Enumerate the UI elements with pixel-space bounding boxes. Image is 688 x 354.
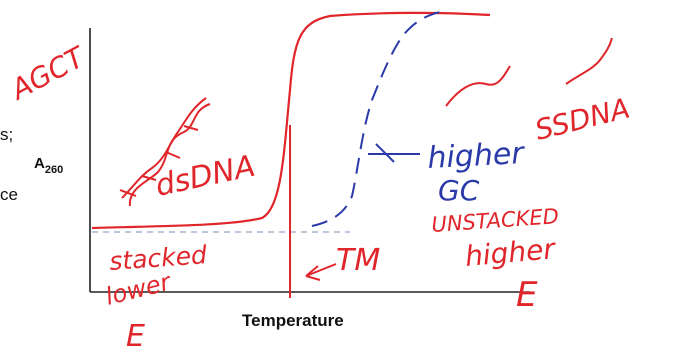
annotation-higher-gc-line2: GC: [438, 174, 480, 207]
y-axis-label: A260: [34, 155, 63, 176]
annotation-lower-energy: E: [126, 319, 145, 354]
ssdna-squiggle-1: [445, 65, 511, 107]
tm-arrow: [305, 263, 337, 277]
edge-text-fragment-2: ce: [0, 185, 18, 204]
ssdna-squiggle-2: [565, 37, 613, 85]
dsdna-helix-sketch: [119, 97, 211, 207]
annotation-ssdna: SSDNA: [532, 91, 633, 146]
blue-gc-curve: [311, 11, 441, 227]
gc-pointer: [368, 143, 420, 163]
annotation-unstacked: UNSTACKED: [431, 204, 560, 237]
annotation-agct: AGCT: [4, 40, 91, 107]
annotation-dsdna: dsDNA: [152, 149, 258, 204]
annotation-stacked: stacked: [108, 240, 208, 276]
annotation-tm: TM: [336, 243, 380, 278]
annotation-higher-gc-line1: higher: [427, 136, 527, 176]
tm-arrowhead: [305, 265, 321, 281]
x-axis-label: Temperature: [242, 311, 344, 330]
red-melting-curve: [91, 11, 491, 230]
annotation-higher-energy-line1: higher: [464, 232, 558, 273]
annotation-higher-energy-line2: E: [516, 275, 538, 315]
edge-text-fragment-1: s;: [0, 125, 13, 144]
